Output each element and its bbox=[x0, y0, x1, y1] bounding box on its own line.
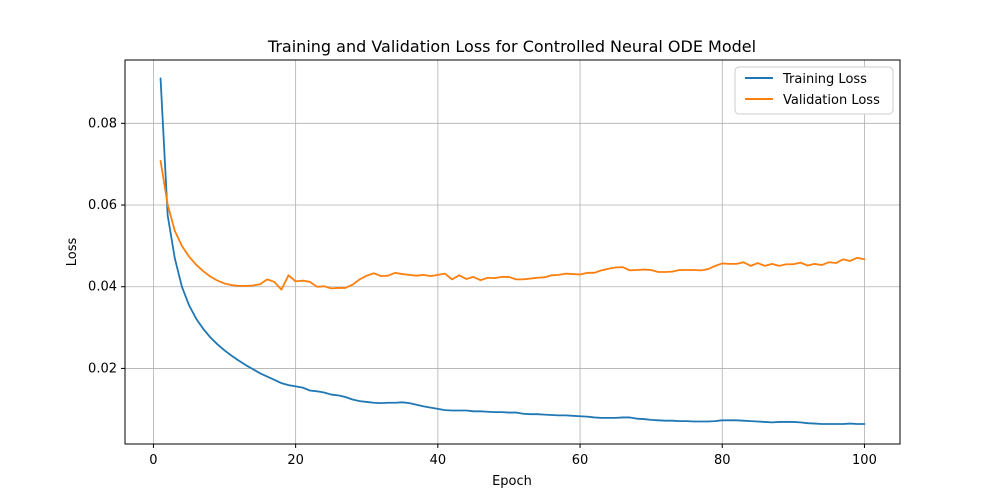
y-tick-label: 0.02 bbox=[88, 361, 117, 376]
plot-area bbox=[125, 60, 900, 444]
axis-ticks bbox=[121, 122, 865, 448]
legend-label-training-loss: Training Loss bbox=[782, 72, 867, 87]
plot-frame bbox=[124, 59, 901, 445]
y-axis-title: Loss bbox=[65, 238, 80, 267]
legend: Training Loss Validation Loss bbox=[734, 66, 894, 115]
x-tick-label: 60 bbox=[572, 453, 589, 468]
axis-tick-labels: 0 20 40 60 80 100 0.02 0.04 0.06 0.08 bbox=[88, 116, 877, 468]
legend-label-validation-loss: Validation Loss bbox=[783, 93, 880, 108]
series-line-training-loss bbox=[159, 77, 866, 425]
grid-lines bbox=[125, 60, 900, 444]
y-tick-label: 0.06 bbox=[88, 198, 117, 213]
y-tick-label: 0.08 bbox=[88, 116, 117, 131]
chart-title: Training and Validation Loss for Control… bbox=[267, 37, 756, 56]
series-line-validation-loss bbox=[159, 159, 866, 291]
series-lines bbox=[159, 77, 866, 425]
x-tick-label: 20 bbox=[287, 453, 304, 468]
x-tick-label: 100 bbox=[852, 453, 877, 468]
y-tick-label: 0.04 bbox=[88, 280, 117, 295]
x-tick-label: 80 bbox=[714, 453, 731, 468]
legend-box bbox=[734, 66, 894, 115]
x-tick-label: 0 bbox=[149, 453, 157, 468]
x-axis-title: Epoch bbox=[492, 474, 532, 489]
x-tick-label: 40 bbox=[430, 453, 447, 468]
